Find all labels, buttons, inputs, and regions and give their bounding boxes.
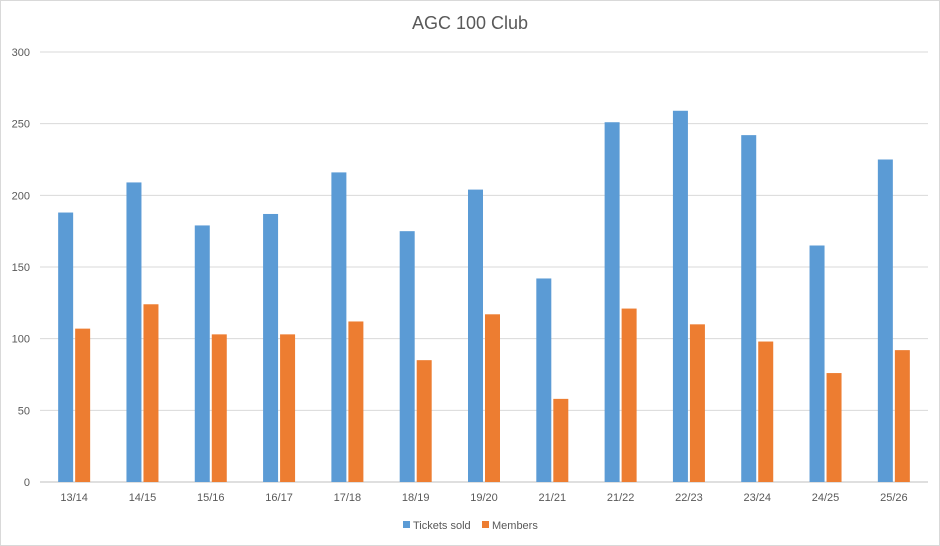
x-tick-label: 16/17	[265, 492, 293, 504]
bar-tickets-sold	[741, 135, 757, 482]
y-axis-ticks: 0 50 100 150 200 250 300	[12, 47, 30, 489]
x-tick-label: 19/20	[470, 492, 498, 504]
bars	[58, 110, 910, 483]
bar-tickets-sold	[331, 172, 347, 482]
bar-tickets-sold	[536, 278, 552, 482]
x-tick-label: 23/24	[743, 492, 771, 504]
bar-tickets-sold	[672, 110, 688, 483]
bar-members	[280, 334, 296, 482]
legend: Tickets sold Members	[403, 520, 538, 532]
y-tick-label: 250	[12, 119, 30, 131]
chart-title: AGC 100 Club	[412, 13, 528, 33]
bar-tickets-sold	[263, 213, 279, 482]
x-tick-label: 13/14	[60, 492, 88, 504]
bar-tickets-sold	[126, 182, 142, 482]
y-tick-label: 100	[12, 334, 30, 346]
legend-label: Members	[492, 520, 538, 532]
bar-tickets-sold	[194, 225, 210, 482]
x-tick-label: 24/25	[812, 492, 840, 504]
bar-members	[758, 341, 774, 482]
bar-members	[621, 308, 637, 482]
bar-tickets-sold	[468, 189, 483, 482]
bar-members	[689, 324, 705, 482]
bar-members	[75, 328, 91, 482]
legend-swatch	[403, 521, 410, 528]
x-tick-label: 21/21	[539, 492, 567, 504]
x-tick-label: 25/26	[880, 492, 908, 504]
x-tick-label: 14/15	[129, 492, 157, 504]
bar-members	[826, 373, 842, 482]
y-tick-label: 50	[18, 405, 30, 417]
x-tick-label: 18/19	[402, 492, 430, 504]
x-tick-label: 17/18	[334, 492, 362, 504]
x-tick-label: 15/16	[197, 492, 225, 504]
bar-members	[553, 398, 569, 482]
legend-swatch	[482, 521, 489, 528]
x-tick-label: 22/23	[675, 492, 703, 504]
bar-members	[416, 360, 432, 482]
bar-tickets-sold	[809, 245, 825, 482]
x-tick-label: 21/22	[607, 492, 635, 504]
gridlines	[40, 51, 928, 483]
bar-members	[485, 314, 500, 482]
bar-tickets-sold	[58, 212, 74, 483]
y-tick-label: 300	[12, 47, 30, 59]
bar-members	[348, 321, 364, 482]
bar-members	[143, 304, 159, 482]
bar-members	[894, 350, 910, 482]
bar-tickets-sold	[604, 122, 620, 482]
bar-tickets-sold	[877, 159, 893, 482]
x-axis-ticks: 13/14 14/15 15/16 16/17 17/18 18/19 19/20 21/21…	[60, 492, 907, 504]
y-tick-label: 200	[12, 190, 30, 202]
y-tick-label: 0	[24, 477, 30, 489]
bar-members	[211, 334, 227, 482]
y-tick-label: 150	[12, 262, 30, 274]
legend-label: Tickets sold	[413, 520, 471, 532]
bar-tickets-sold	[399, 231, 415, 482]
